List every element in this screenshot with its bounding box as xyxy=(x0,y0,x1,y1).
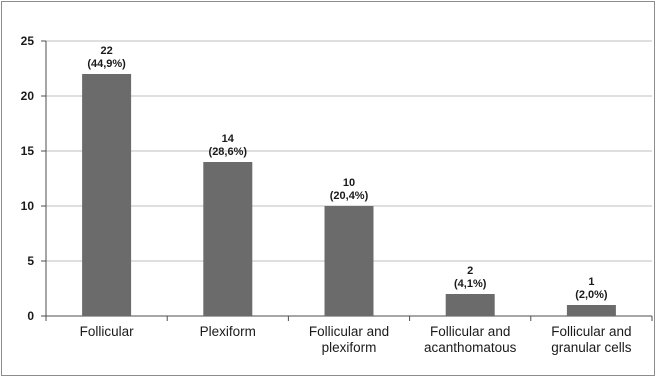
y-tick-label: 0 xyxy=(27,309,34,323)
y-tick-label: 25 xyxy=(21,34,35,48)
data-label-percent: (4,1%) xyxy=(454,278,487,290)
bar xyxy=(445,294,495,316)
category-label: Follicular and granular cells xyxy=(551,324,632,355)
category-label-line: acanthomatous xyxy=(424,340,517,355)
category-label-line: Follicular and xyxy=(430,324,510,339)
data-label-percent: (28,6%) xyxy=(209,146,248,158)
category-label-line: granular cells xyxy=(551,340,632,355)
y-tick-label: 5 xyxy=(27,254,34,268)
y-tick-label: 20 xyxy=(21,89,35,103)
data-label-percent: (44,9%) xyxy=(87,58,126,70)
category-label-line: Plexiform xyxy=(200,324,256,339)
category-label: Follicular and plexiform xyxy=(309,324,389,355)
category-label-line: Follicular xyxy=(80,324,135,339)
data-label-count: 10 xyxy=(343,177,355,189)
y-tick-label: 10 xyxy=(21,199,35,213)
data-label-count: 22 xyxy=(100,45,112,57)
category-label: Follicular xyxy=(80,324,135,339)
bar xyxy=(324,206,374,316)
bar xyxy=(203,162,253,316)
data-label-count: 2 xyxy=(467,265,473,277)
y-tick-label: 15 xyxy=(21,144,35,158)
data-label-percent: (20,4%) xyxy=(330,190,369,202)
category-label: Plexiform xyxy=(200,324,256,339)
data-label-count: 14 xyxy=(222,133,235,145)
category-label-line: Follicular and xyxy=(309,324,389,339)
category-label-line: Follicular and xyxy=(551,324,631,339)
category-label-line: plexiform xyxy=(322,340,377,355)
category-label: Follicular and acanthomatous xyxy=(424,324,517,355)
bar xyxy=(82,74,132,316)
data-label-percent: (2,0%) xyxy=(575,289,608,301)
data-label-count: 1 xyxy=(588,276,594,288)
bar xyxy=(566,305,616,316)
